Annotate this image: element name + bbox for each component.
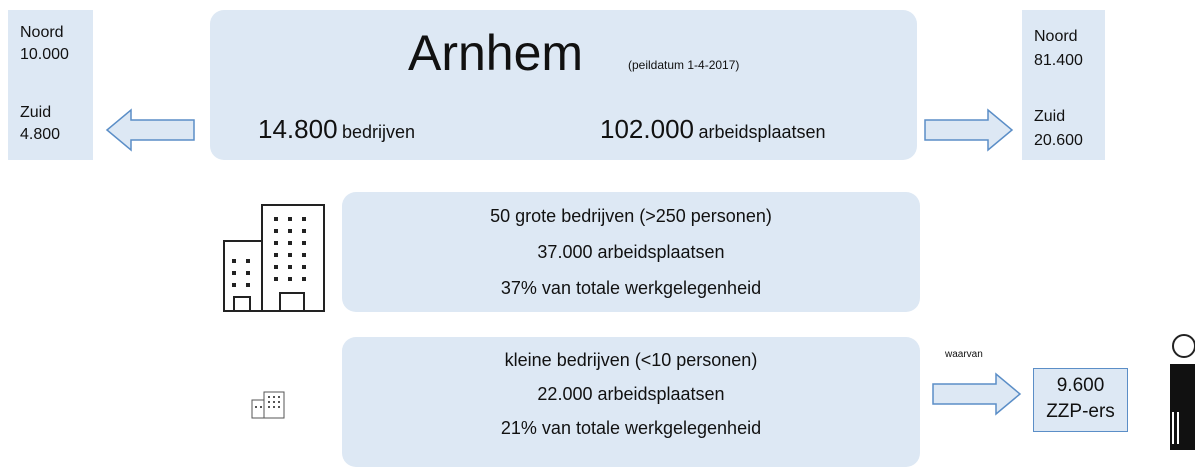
left-south-label: Zuid bbox=[20, 104, 52, 121]
arrow-shape bbox=[932, 372, 1022, 416]
small-line: kleine bedrijven (<10 personen) bbox=[504, 349, 758, 370]
large-line: 50 grote bedrijven (>250 personen) bbox=[490, 205, 772, 226]
zzp-value: 9.600 bbox=[1056, 375, 1105, 396]
main-box: Arnhem (peildatum 1-4-2017) 14.800 bedri… bbox=[210, 10, 917, 160]
small-building-icon bbox=[251, 391, 285, 419]
right-north-value: 81.400 bbox=[1034, 52, 1083, 69]
jobs-label: arbeidsplaatsen bbox=[698, 122, 826, 142]
zzp-box: 9.600 ZZP-ers bbox=[1033, 368, 1128, 432]
arrow-shape bbox=[105, 108, 195, 152]
companies-value: 14.800 bbox=[258, 114, 338, 144]
date-note: (peildatum 1-4-2017) bbox=[628, 58, 740, 72]
left-north-value: 10.000 bbox=[20, 46, 69, 63]
right-arrow bbox=[924, 108, 1014, 152]
large-companies-box: 50 grote bedrijven (>250 personen) 37.00… bbox=[342, 192, 920, 312]
zzp-arrow bbox=[932, 372, 1022, 416]
arrow-label: waarvan bbox=[945, 349, 983, 360]
left-south-value: 4.800 bbox=[20, 126, 61, 143]
left-box: Noord 10.000 Zuid 4.800 bbox=[8, 10, 93, 160]
small-line: 22.000 arbeidsplaatsen bbox=[537, 383, 725, 404]
left-arrow bbox=[105, 108, 195, 152]
right-box: Noord 81.400 Zuid 20.600 bbox=[1022, 10, 1105, 160]
person-icon bbox=[1170, 334, 1195, 450]
large-line: 37.000 arbeidsplaatsen bbox=[537, 241, 725, 262]
large-line: 37% van totale werkgelegenheid bbox=[500, 277, 762, 298]
zzp-label: ZZP-ers bbox=[1046, 401, 1115, 422]
jobs-value: 102.000 bbox=[600, 114, 694, 144]
jobs: 102.000 arbeidsplaatsen bbox=[600, 114, 826, 145]
page: Noord 10.000 Zuid 4.800 Arnhem (peildatu… bbox=[8, 10, 1195, 467]
companies: 14.800 bedrijven bbox=[258, 114, 415, 145]
right-north-label: Noord bbox=[1034, 28, 1078, 45]
small-line: 21% van totale werkgelegenheid bbox=[500, 417, 762, 438]
companies-label: bedrijven bbox=[341, 122, 416, 142]
right-south-value: 20.600 bbox=[1034, 132, 1083, 149]
left-north-label: Noord bbox=[20, 24, 64, 41]
right-south-label: Zuid bbox=[1034, 108, 1066, 125]
large-building-icon bbox=[223, 204, 325, 312]
small-companies-box: kleine bedrijven (<10 personen) 22.000 a… bbox=[342, 337, 920, 467]
main-title: Arnhem bbox=[408, 25, 584, 81]
arrow-shape bbox=[924, 108, 1014, 152]
